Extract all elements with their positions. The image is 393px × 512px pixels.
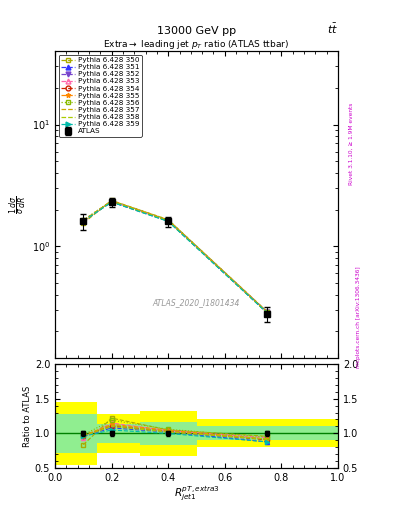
Pythia 6.428 359 — [265, 310, 270, 316]
Pythia 6.428 351 — [265, 310, 270, 316]
Pythia 6.428 350 — [109, 197, 114, 203]
Pythia 6.428 352 — [81, 218, 86, 224]
Pythia 6.428 357 — [81, 218, 86, 224]
Text: 13000 GeV pp: 13000 GeV pp — [157, 26, 236, 36]
Pythia 6.428 356 — [265, 309, 270, 315]
Pythia 6.428 355 — [109, 198, 114, 204]
Text: $t\bar{t}$: $t\bar{t}$ — [327, 22, 338, 36]
Pythia 6.428 353 — [166, 218, 171, 224]
Text: Rivet 3.1.10, ≥ 1.9M events: Rivet 3.1.10, ≥ 1.9M events — [349, 102, 354, 184]
Pythia 6.428 351 — [81, 218, 86, 224]
Pythia 6.428 350 — [265, 309, 270, 315]
Pythia 6.428 354 — [81, 218, 86, 224]
Line: Pythia 6.428 355: Pythia 6.428 355 — [81, 199, 270, 315]
Line: Pythia 6.428 354: Pythia 6.428 354 — [81, 199, 270, 315]
Pythia 6.428 358 — [265, 310, 270, 316]
Line: Pythia 6.428 356: Pythia 6.428 356 — [81, 198, 270, 314]
Pythia 6.428 355 — [166, 217, 171, 223]
Line: Pythia 6.428 359: Pythia 6.428 359 — [81, 200, 270, 315]
Pythia 6.428 352 — [109, 199, 114, 205]
Pythia 6.428 350 — [166, 217, 171, 223]
Line: Pythia 6.428 352: Pythia 6.428 352 — [81, 199, 270, 315]
Line: Pythia 6.428 350: Pythia 6.428 350 — [81, 198, 270, 314]
Pythia 6.428 357 — [265, 309, 270, 315]
Pythia 6.428 355 — [81, 218, 86, 224]
Pythia 6.428 354 — [109, 198, 114, 204]
X-axis label: $R_{jet1}^{pT,extra3}$: $R_{jet1}^{pT,extra3}$ — [174, 485, 219, 503]
Y-axis label: $\frac{1}{\sigma}\frac{d\sigma}{dR}$: $\frac{1}{\sigma}\frac{d\sigma}{dR}$ — [7, 196, 29, 214]
Pythia 6.428 352 — [166, 218, 171, 224]
Pythia 6.428 359 — [81, 218, 86, 224]
Pythia 6.428 354 — [166, 218, 171, 224]
Line: Pythia 6.428 351: Pythia 6.428 351 — [81, 200, 270, 315]
Pythia 6.428 352 — [265, 309, 270, 315]
Pythia 6.428 353 — [265, 309, 270, 315]
Pythia 6.428 356 — [166, 217, 171, 223]
Pythia 6.428 359 — [109, 199, 114, 205]
Pythia 6.428 357 — [166, 218, 171, 224]
Pythia 6.428 350 — [81, 220, 86, 226]
Pythia 6.428 359 — [166, 218, 171, 224]
Pythia 6.428 358 — [109, 199, 114, 205]
Pythia 6.428 357 — [109, 198, 114, 204]
Line: Pythia 6.428 358: Pythia 6.428 358 — [83, 202, 267, 313]
Pythia 6.428 356 — [81, 217, 86, 223]
Y-axis label: Ratio to ATLAS: Ratio to ATLAS — [23, 386, 32, 446]
Pythia 6.428 353 — [109, 198, 114, 204]
Line: Pythia 6.428 357: Pythia 6.428 357 — [83, 201, 267, 312]
Pythia 6.428 355 — [265, 309, 270, 315]
Line: Pythia 6.428 353: Pythia 6.428 353 — [81, 199, 270, 314]
Pythia 6.428 354 — [265, 310, 270, 316]
Pythia 6.428 358 — [81, 218, 86, 224]
Text: mcplots.cern.ch [arXiv:1306.3436]: mcplots.cern.ch [arXiv:1306.3436] — [356, 267, 361, 368]
Pythia 6.428 351 — [109, 199, 114, 205]
Pythia 6.428 356 — [109, 198, 114, 204]
Pythia 6.428 351 — [166, 218, 171, 224]
Pythia 6.428 358 — [166, 218, 171, 224]
Pythia 6.428 353 — [81, 218, 86, 224]
Legend: Pythia 6.428 350, Pythia 6.428 351, Pythia 6.428 352, Pythia 6.428 353, Pythia 6: Pythia 6.428 350, Pythia 6.428 351, Pyth… — [59, 55, 142, 137]
Text: ATLAS_2020_I1801434: ATLAS_2020_I1801434 — [153, 298, 240, 308]
Title: Extra$\rightarrow$ leading jet $p_T$ ratio (ATLAS ttbar): Extra$\rightarrow$ leading jet $p_T$ rat… — [103, 38, 290, 51]
